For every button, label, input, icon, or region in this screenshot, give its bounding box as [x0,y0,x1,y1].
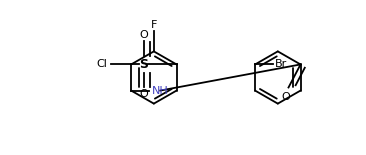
Text: O: O [139,89,148,99]
Text: NH: NH [152,86,169,95]
Text: S: S [139,58,148,71]
Text: F: F [151,20,157,30]
Text: O: O [281,92,290,102]
Text: Cl: Cl [96,60,107,69]
Text: Br: Br [275,60,287,69]
Text: O: O [139,30,148,40]
